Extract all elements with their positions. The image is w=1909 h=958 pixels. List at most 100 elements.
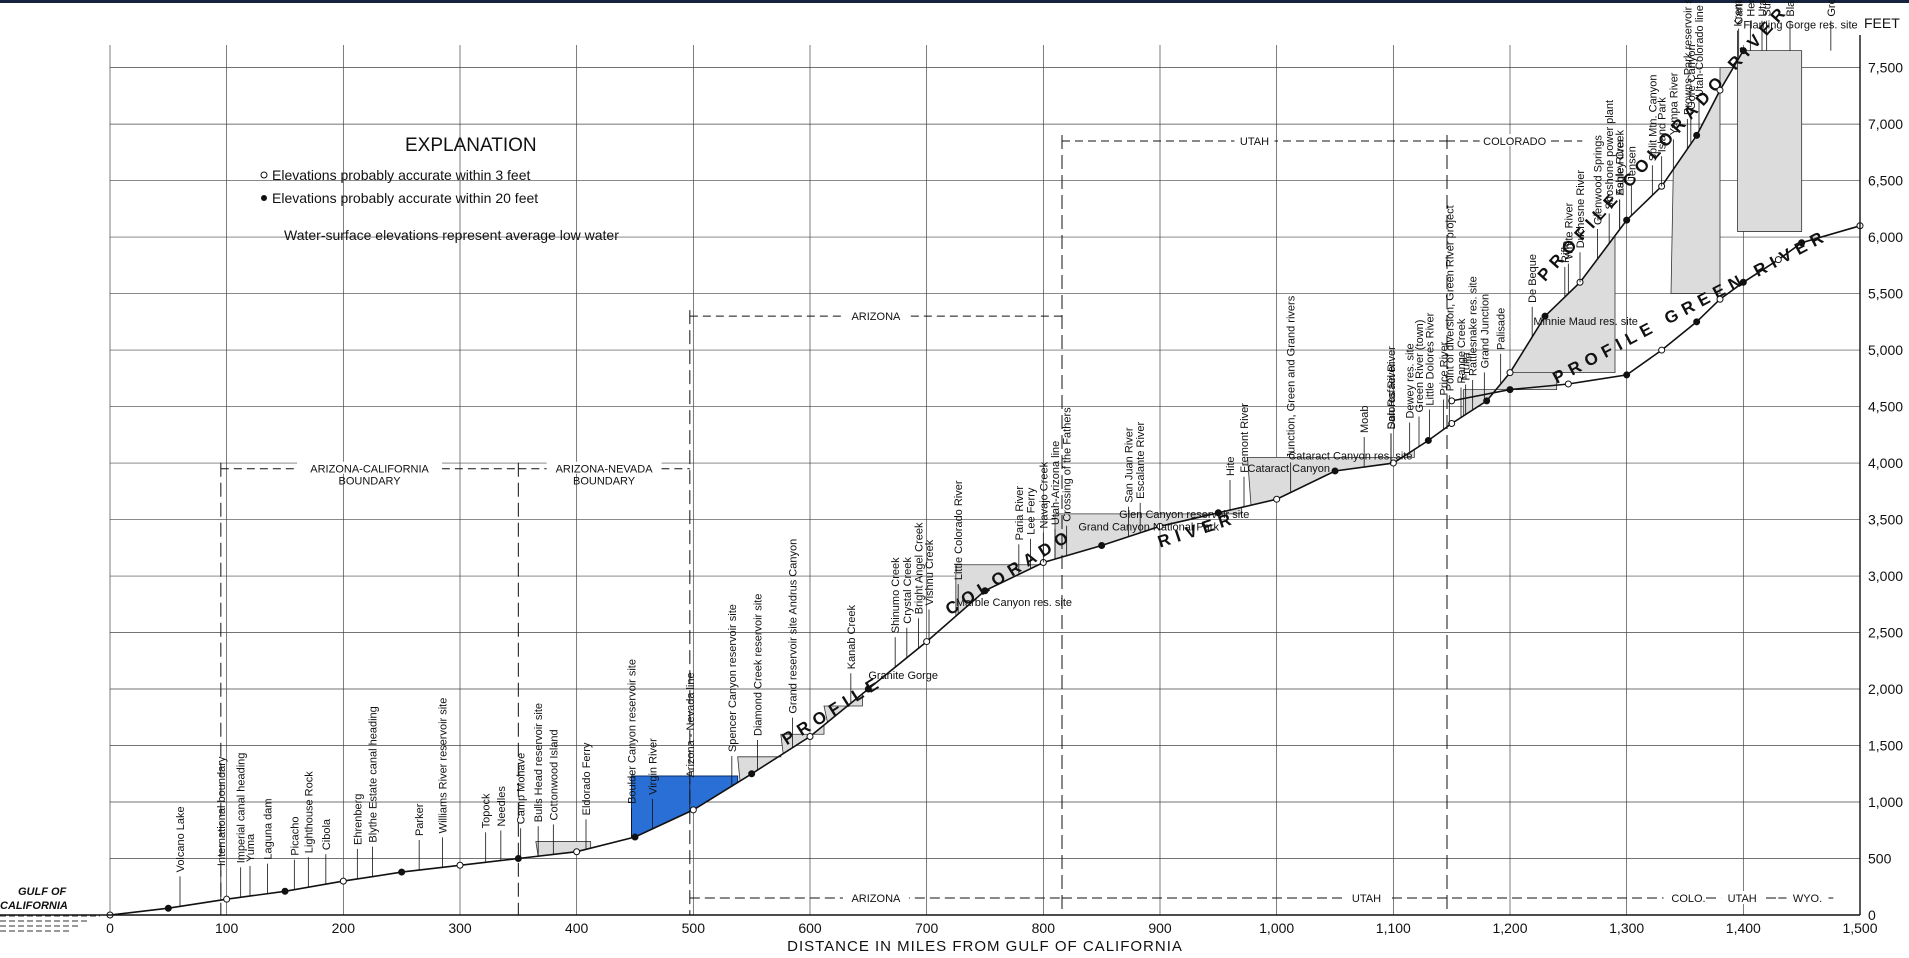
- place-label: Topock: [481, 793, 493, 828]
- place-label: Blacks Fork: [1785, 0, 1797, 17]
- data-point: [1623, 216, 1631, 224]
- place-label: Ehrenberg: [352, 794, 364, 845]
- reservoir-label: Glen Canyon reservoir site: [1119, 509, 1249, 521]
- data-point: [981, 587, 989, 595]
- y-tick-label: 2,500: [1868, 625, 1903, 641]
- place-label: Diamond Creek reservoir site: [753, 594, 765, 736]
- x-tick-label: 500: [682, 920, 706, 936]
- data-point: [1483, 397, 1491, 405]
- data-point: [1389, 459, 1397, 467]
- reservoir-label: Granite Gorge: [868, 670, 938, 682]
- x-tick-label: 400: [565, 920, 589, 936]
- bottom-region-label-bg: [1663, 891, 1714, 905]
- place-label: Utah-Colorado line: [1694, 5, 1706, 97]
- place-label: Imperial canal heading: [236, 753, 248, 864]
- data-point: [1716, 86, 1724, 94]
- bottom-region-label: WYO.: [1793, 893, 1822, 905]
- x-tick-label: 800: [1032, 920, 1056, 936]
- boundary-label: UTAH: [1240, 136, 1269, 148]
- data-point: [573, 848, 581, 856]
- place-label: Cibola: [321, 818, 333, 850]
- place-label: Duchesne River: [1575, 170, 1587, 249]
- place-label: Crossing of the Fathers: [1062, 407, 1074, 522]
- place-label: Jensen: [1626, 146, 1638, 181]
- x-tick-label: 1,100: [1376, 920, 1411, 936]
- boundary-label-bg: [1479, 134, 1550, 147]
- place-label: Eagle River: [1615, 138, 1627, 195]
- data-point: [689, 806, 697, 814]
- place-label: Vishnu Creek: [924, 539, 936, 605]
- data-point: [1798, 239, 1806, 247]
- place-label: Fruita: [1461, 351, 1473, 380]
- x-tick-label: 1,400: [1726, 920, 1761, 936]
- data-point: [748, 770, 756, 778]
- place-labels: Volcano Lake International boundary Imperi…: [175, 0, 1858, 907]
- place-label: Picacho: [289, 817, 301, 856]
- explanation-legend: EXPLANATION Elevations probably accurate…: [260, 135, 619, 243]
- place-label: Cottonwood Island: [548, 729, 560, 820]
- place-label: Green River (town), Wyoming: [1826, 0, 1838, 17]
- place-label: Paria River: [1014, 486, 1026, 541]
- data-point: [1541, 312, 1549, 320]
- data-point: [1331, 467, 1339, 475]
- data-point: [1424, 436, 1432, 444]
- x-tick-label: 0: [106, 920, 114, 936]
- place-label: Palisade: [1496, 308, 1508, 350]
- place-label: Lighthouse Rock: [303, 771, 315, 853]
- x-tick-label: 600: [798, 920, 822, 936]
- place-label: Navajo Creek: [1038, 461, 1050, 528]
- data-point: [864, 685, 872, 693]
- reservoir-label: Cataract Canyon: [1248, 463, 1331, 475]
- y-tick-label: 7,000: [1868, 116, 1903, 132]
- data-point: [1156, 522, 1164, 530]
- place-label: Arizona - Nevada line: [685, 672, 697, 777]
- boundary-label-bg: [546, 461, 662, 474]
- place-label: Ashley Creek: [1615, 130, 1627, 196]
- explanation-title: EXPLANATION: [405, 135, 537, 156]
- data-point: [1214, 509, 1222, 517]
- reservoir-label: Cataract Canyon res. site: [1288, 451, 1412, 463]
- place-label: De Beque: [1527, 254, 1539, 303]
- boundary-label-bg: [844, 309, 908, 322]
- place-label: White River: [1563, 202, 1575, 259]
- y-tick-label: 1,000: [1868, 794, 1903, 810]
- bottom-region-label-bg: [1786, 891, 1829, 905]
- place-label: Shoshone power plant: [1604, 100, 1616, 209]
- data-point: [1448, 420, 1456, 428]
- bottom-region-label-bg: [1721, 891, 1764, 905]
- data-point: [1623, 371, 1631, 379]
- place-label: Dolores River: [1386, 362, 1398, 429]
- place-label: Lee Ferry: [1026, 487, 1038, 535]
- place-label: Volcano Lake: [175, 806, 187, 872]
- place-label: Point of diversion, Green River project: [1444, 205, 1456, 391]
- data-point: [1658, 346, 1666, 354]
- data-point: [1506, 369, 1514, 377]
- open-circle-icon: [260, 171, 268, 179]
- x-tick-label: 100: [215, 920, 239, 936]
- place-label: Glenwood Springs: [1593, 135, 1605, 225]
- gulf-label-2: CALIFORNIA: [0, 900, 68, 912]
- place-label: Eldorado Ferry: [581, 742, 593, 815]
- boundary-labels: ARIZONA-CALIFORNIABOUNDARYARIZONA-NEVADA…: [220, 134, 1837, 915]
- data-point: [223, 895, 231, 903]
- data-point: [1693, 318, 1701, 326]
- place-label: Utah-Arizona line: [1050, 441, 1062, 525]
- boundary-label: ARIZONA-NEVADA: [556, 464, 654, 476]
- place-label: Needles: [496, 786, 508, 827]
- x-tick-label: 1,200: [1492, 920, 1527, 936]
- filled-circle-icon: [261, 195, 267, 201]
- y-tick-label: 3,000: [1868, 568, 1903, 584]
- data-point: [398, 868, 406, 876]
- place-label: Laguna dam: [263, 798, 275, 859]
- bottom-region-label-bg: [1345, 891, 1388, 905]
- place-label: Gore Canyon: [1686, 44, 1698, 109]
- boundary-label-2: BOUNDARY: [573, 476, 636, 488]
- place-label: Grand reservoir site Andrus Canyon: [788, 539, 800, 714]
- place-label: Parker: [414, 803, 426, 836]
- place-label: Kanab Creek: [846, 605, 858, 670]
- place-label: Browns Park reservoir site: [1682, 0, 1694, 115]
- y-tick-label: 2,000: [1868, 681, 1903, 697]
- place-label: Moab: [1359, 405, 1371, 433]
- place-label: Yampa River: [1668, 72, 1680, 135]
- place-label: Virgin River: [648, 738, 660, 795]
